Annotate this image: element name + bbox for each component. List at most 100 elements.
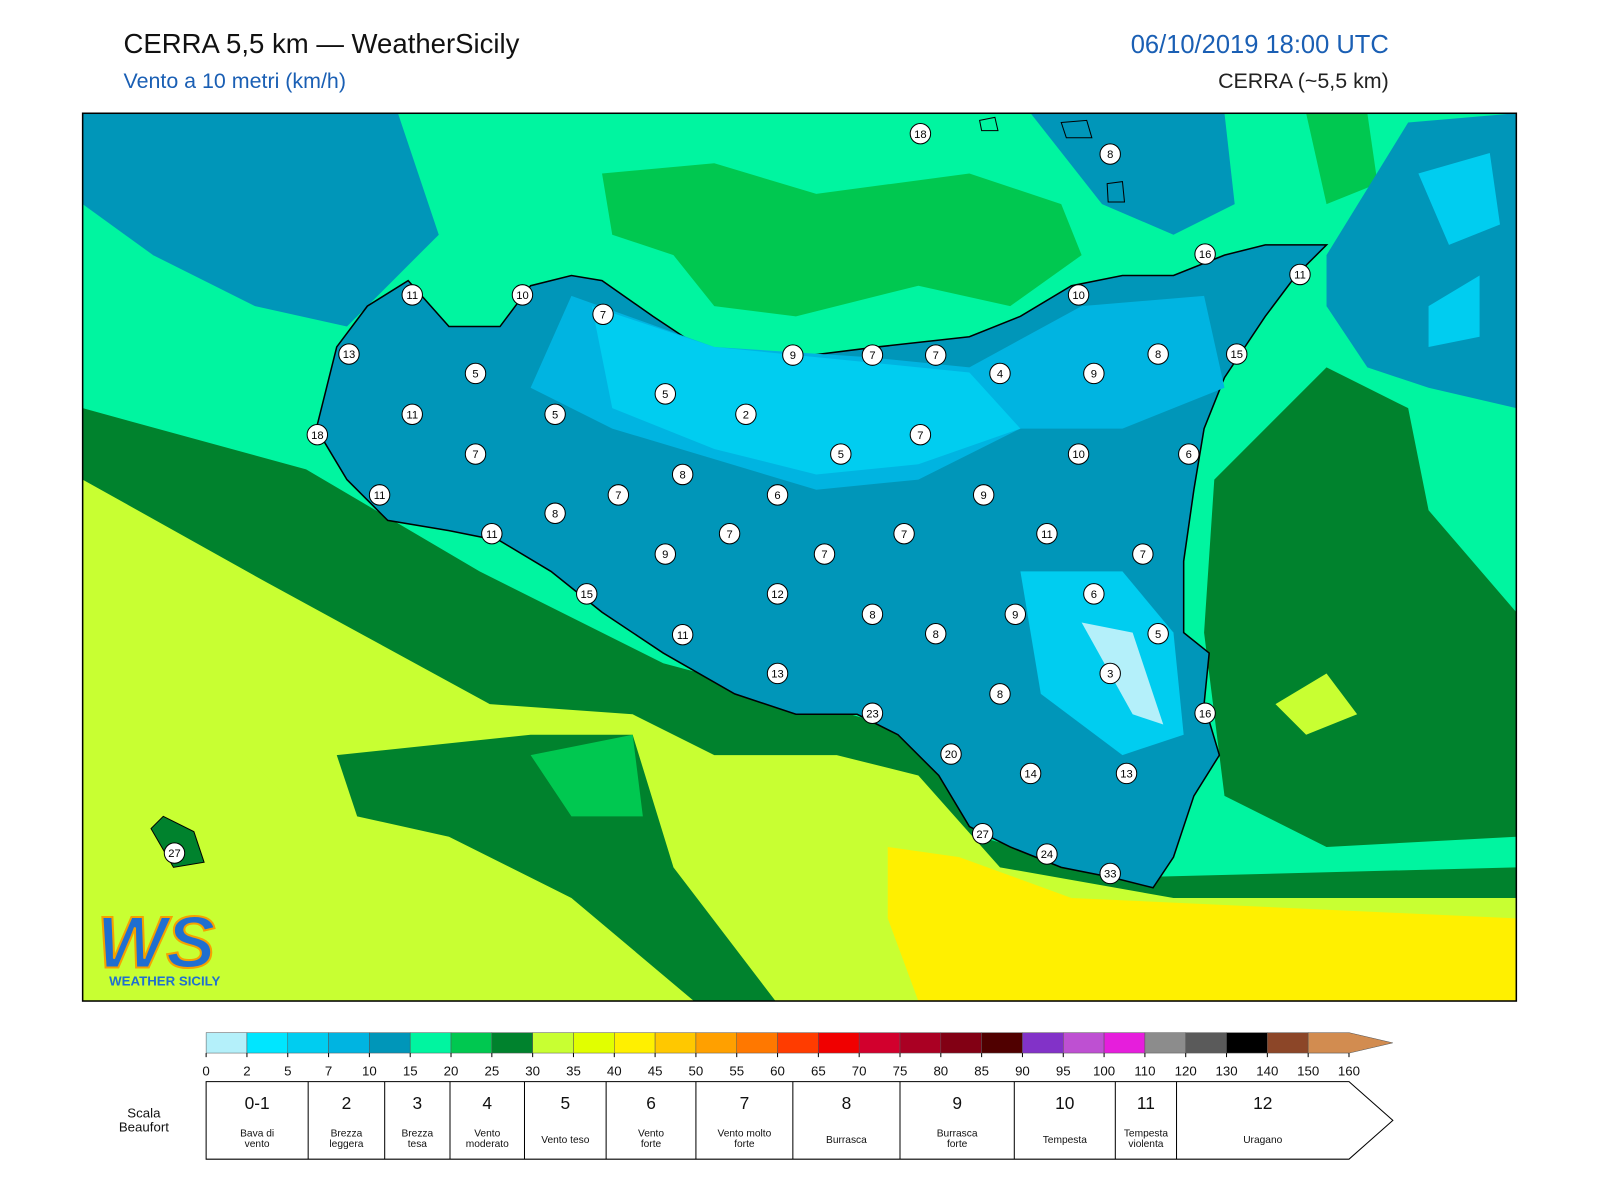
colorbar-swatch bbox=[328, 1032, 370, 1054]
colorbar-tick-label: 85 bbox=[974, 1064, 989, 1079]
beaufort-force: 10 bbox=[1055, 1093, 1074, 1113]
station-value: 20 bbox=[945, 749, 957, 761]
colorbar-swatch bbox=[409, 1032, 452, 1054]
station-value: 8 bbox=[680, 470, 686, 482]
colorbar-swatch bbox=[654, 1032, 697, 1054]
station-marker bbox=[1226, 343, 1248, 365]
station-value: 33 bbox=[1104, 869, 1116, 881]
station-value: 3 bbox=[1107, 669, 1113, 681]
station-value: 10 bbox=[1072, 449, 1084, 461]
beaufort-label: Burrasca forte bbox=[937, 1129, 978, 1150]
wind-field bbox=[602, 163, 1082, 317]
beaufort-title: Scala Beaufort bbox=[119, 1105, 169, 1134]
station-value: 6 bbox=[774, 490, 780, 502]
station-value: 15 bbox=[580, 589, 592, 601]
station-value: 13 bbox=[771, 669, 783, 681]
station-marker bbox=[1036, 522, 1058, 545]
colorbar-swatch bbox=[940, 1032, 982, 1054]
station-marker bbox=[861, 344, 884, 366]
colorbar: 0 2 5 7 10 15 20 25 30 35 40 45 50 55 60 65 70 75 80 85 90 95… bbox=[202, 1032, 1393, 1079]
station-value: 2 bbox=[743, 409, 749, 421]
station-marker bbox=[989, 683, 1011, 705]
beaufort-scale: Scala Beaufort 0-1 Bava di vento 2 Brezza legg… bbox=[119, 1081, 1394, 1160]
beaufort-force: 8 bbox=[842, 1093, 852, 1113]
station-marker bbox=[766, 484, 789, 506]
colorbar-tick-label: 140 bbox=[1256, 1064, 1278, 1079]
colorbar-tick-label: 15 bbox=[403, 1064, 418, 1079]
colorbar-tick-label: 0 bbox=[202, 1064, 209, 1079]
beaufort-force: 2 bbox=[342, 1093, 352, 1113]
station-marker bbox=[782, 344, 804, 366]
station-value: 7 bbox=[917, 430, 923, 442]
station-value: 5 bbox=[472, 369, 478, 381]
logo: WS WEATHER SICILY bbox=[96, 899, 221, 988]
station-marker bbox=[861, 603, 884, 625]
colorbar-tick-label: 20 bbox=[444, 1064, 459, 1079]
wind-field bbox=[1204, 367, 1517, 847]
colorbar-swatch bbox=[1185, 1032, 1227, 1054]
title: CERRA 5,5 km — WeatherSicily bbox=[123, 28, 519, 59]
beaufort-force: 0-1 bbox=[245, 1093, 270, 1113]
colorbar-swatch bbox=[573, 1032, 615, 1054]
station-marker bbox=[1194, 243, 1216, 265]
colorbar-tick-label: 30 bbox=[525, 1064, 540, 1079]
colorbar-tick-label: 110 bbox=[1134, 1064, 1155, 1079]
station-marker bbox=[718, 522, 741, 545]
station-marker bbox=[972, 484, 995, 506]
colorbar-tick-label: 150 bbox=[1297, 1064, 1319, 1079]
colorbar-swatch bbox=[1022, 1032, 1064, 1054]
colorbar-swatch bbox=[736, 1032, 778, 1054]
station-value: 11 bbox=[406, 290, 418, 302]
station-value: 9 bbox=[790, 350, 796, 362]
station-value: 27 bbox=[976, 829, 988, 841]
beaufort-label: Vento forte bbox=[638, 1129, 664, 1150]
station-marker bbox=[893, 522, 915, 545]
station-marker bbox=[1099, 662, 1121, 685]
station-marker bbox=[861, 702, 884, 724]
colorbar-tick-label: 40 bbox=[607, 1064, 622, 1079]
station-marker bbox=[1019, 762, 1042, 785]
station-marker bbox=[1067, 284, 1090, 306]
logo-mark: WS bbox=[97, 900, 215, 983]
colorbar-tick-label: 25 bbox=[484, 1064, 499, 1079]
station-value: 11 bbox=[374, 490, 386, 502]
colorbar-swatch bbox=[1307, 1032, 1393, 1054]
station-value: 7 bbox=[726, 529, 732, 541]
station-value: 11 bbox=[677, 630, 689, 642]
station-value: 27 bbox=[168, 848, 180, 860]
colorbar-swatch bbox=[287, 1032, 329, 1054]
station-marker bbox=[671, 463, 694, 486]
map-frame bbox=[81, 112, 1518, 1002]
station-value: 16 bbox=[1199, 708, 1211, 720]
station-value: 13 bbox=[1120, 769, 1132, 781]
colorbar-swatch bbox=[205, 1032, 248, 1054]
wind-field bbox=[1306, 113, 1378, 205]
station-value: 11 bbox=[1294, 270, 1306, 282]
station-marker bbox=[401, 284, 423, 306]
station-marker bbox=[163, 842, 186, 864]
colorbar-tick-label: 80 bbox=[933, 1064, 948, 1079]
station-marker bbox=[940, 743, 962, 765]
beaufort-label: Brezza leggera bbox=[329, 1129, 363, 1150]
wind-field bbox=[82, 113, 439, 327]
colorbar-tick-label: 50 bbox=[689, 1064, 704, 1079]
colorbar-tick-label: 5 bbox=[284, 1064, 291, 1079]
station-value: 23 bbox=[866, 708, 878, 720]
station-value: 6 bbox=[1186, 449, 1192, 461]
beaufort-force: 7 bbox=[740, 1093, 750, 1113]
station-marker bbox=[654, 543, 677, 565]
station-marker bbox=[338, 343, 360, 365]
colorbar-swatch bbox=[1063, 1032, 1105, 1054]
colorbar-swatch bbox=[818, 1032, 860, 1054]
station-value: 18 bbox=[311, 430, 323, 442]
beaufort-force: 11 bbox=[1137, 1093, 1155, 1113]
station-marker bbox=[971, 822, 994, 845]
station-marker bbox=[989, 362, 1011, 385]
colorbar-tick-label: 90 bbox=[1015, 1064, 1030, 1079]
station-value: 7 bbox=[600, 309, 606, 321]
station-value: 5 bbox=[1155, 629, 1161, 641]
station-value: 10 bbox=[516, 290, 528, 302]
station-marker bbox=[464, 362, 487, 385]
station-marker bbox=[511, 284, 534, 306]
